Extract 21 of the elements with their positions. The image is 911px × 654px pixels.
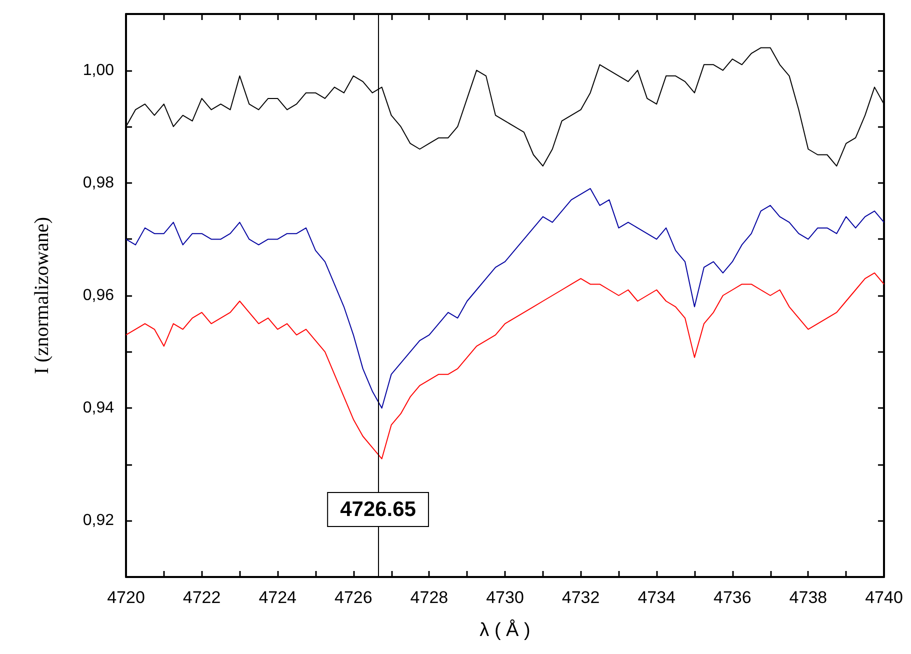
x-tick-label: 4728 xyxy=(410,588,448,607)
x-tick-label: 4722 xyxy=(182,588,221,607)
y-tick-label: 0,98 xyxy=(82,174,114,192)
y-tick-label: 0,96 xyxy=(82,287,114,304)
y-tick-label: 1,00 xyxy=(82,62,114,79)
x-tick-label: 4740 xyxy=(865,588,903,607)
y-tick-label: 0,94 xyxy=(82,400,114,417)
x-tick-label: 4730 xyxy=(486,588,524,607)
line-series xyxy=(126,188,884,409)
x-axis-title: λ ( Å ) xyxy=(480,619,530,641)
x-tick-label: 4720 xyxy=(107,588,145,607)
x-tick-label: 4724 xyxy=(258,588,297,607)
line-series xyxy=(126,272,884,460)
x-tick-label: 4726 xyxy=(334,588,372,607)
y-tick-label: 0,92 xyxy=(82,512,114,530)
x-tick-label: 4738 xyxy=(789,588,828,607)
x-tick-label: 4734 xyxy=(638,588,676,607)
x-tick-label: 4736 xyxy=(713,588,752,607)
y-axis-title: I (znormalizowane) xyxy=(31,216,53,374)
x-tick-label: 4732 xyxy=(562,588,600,607)
ref-line-label: 4726.65 xyxy=(340,498,416,521)
